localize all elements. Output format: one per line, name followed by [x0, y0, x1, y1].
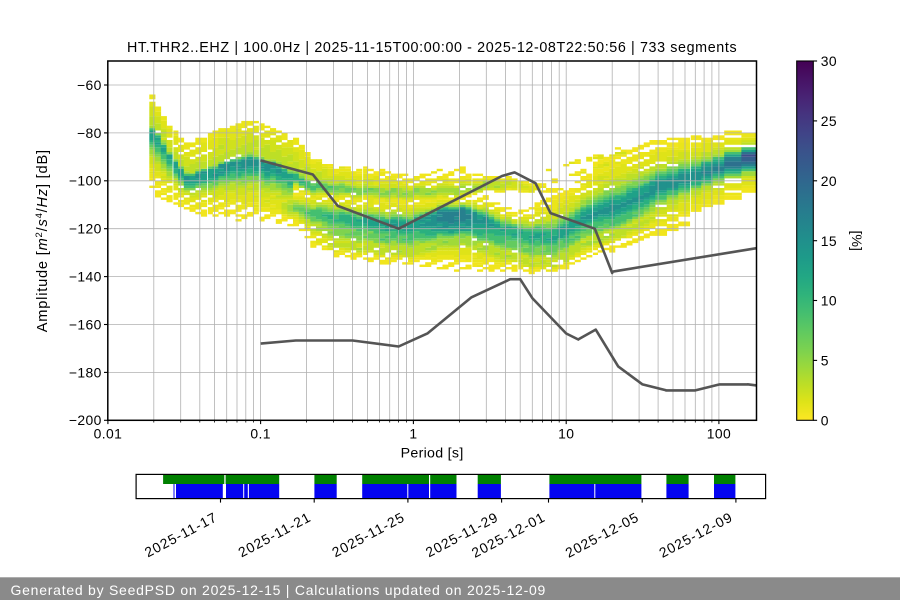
- svg-text:0.01: 0.01: [94, 426, 123, 442]
- svg-text:15: 15: [821, 233, 837, 249]
- svg-text:−160: −160: [69, 316, 102, 332]
- svg-text:10: 10: [821, 293, 837, 309]
- svg-text:1: 1: [409, 426, 417, 442]
- svg-text:30: 30: [821, 53, 837, 69]
- svg-text:Period [s]: Period [s]: [401, 446, 464, 462]
- svg-text:5: 5: [821, 353, 829, 369]
- svg-text:10: 10: [558, 426, 574, 442]
- svg-text:HT.THR2..EHZ | 100.0Hz | 2025-: HT.THR2..EHZ | 100.0Hz | 2025-11-15T00:0…: [127, 40, 737, 56]
- svg-text:−140: −140: [69, 269, 102, 285]
- svg-text:−80: −80: [77, 125, 102, 141]
- svg-text:−120: −120: [69, 221, 102, 237]
- svg-text:Generated by SeedPSD on 2025-1: Generated by SeedPSD on 2025-12-15 | Cal…: [11, 582, 547, 598]
- svg-text:0.1: 0.1: [250, 426, 271, 442]
- svg-text:Amplitude [m2/s4/Hz] [dB]: Amplitude [m2/s4/Hz] [dB]: [34, 149, 51, 332]
- svg-text:−200: −200: [69, 412, 102, 428]
- svg-text:−100: −100: [69, 173, 102, 189]
- svg-text:25: 25: [821, 113, 837, 129]
- svg-text:100: 100: [707, 426, 731, 442]
- svg-text:−60: −60: [77, 77, 102, 93]
- svg-text:[%]: [%]: [848, 230, 864, 251]
- svg-text:−180: −180: [69, 364, 102, 380]
- svg-text:0: 0: [821, 413, 829, 429]
- svg-text:20: 20: [821, 173, 837, 189]
